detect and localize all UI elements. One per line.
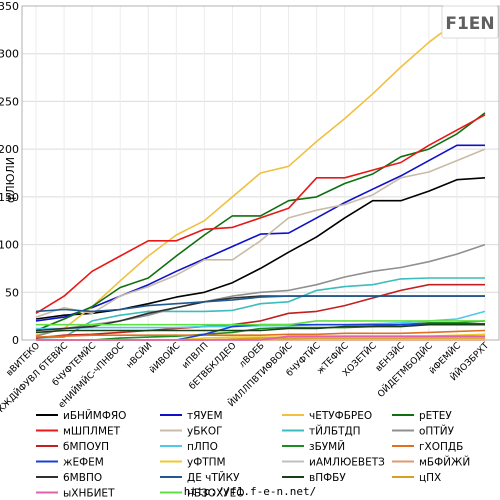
- legend-item: оПТЙУ: [392, 425, 455, 438]
- legend-label: мБФЙЖЙ: [419, 456, 470, 469]
- legend-item: тЯУЕМ: [160, 410, 223, 422]
- series-line: [35, 295, 485, 313]
- legend-label: рЕТЕУ: [419, 410, 452, 422]
- legend-label: оПТЙУ: [419, 425, 455, 438]
- legend-item: иАМЛЮЕВЕТЗ: [282, 457, 385, 469]
- series-line: [35, 323, 485, 334]
- legend: иБНЙМФЯО тЯУЕМ чЕТУФБРЕО рЕТЕУ мШПЛМЕТ уБКОГ т…: [36, 409, 470, 500]
- legend-label: жЕФЕМ: [63, 457, 104, 469]
- legend-label: мШПЛМЕТ: [63, 426, 121, 438]
- series-line: [36, 320, 485, 326]
- y-tick-label: 0: [12, 334, 19, 347]
- legend-label: цПХ: [419, 472, 441, 484]
- y-tick-label: 350: [0, 0, 19, 13]
- y-tick-label: 300: [0, 48, 19, 61]
- series-line: [35, 329, 486, 338]
- y-axis-ticks: 0 50 100 150 200 250 300 350: [0, 0, 19, 347]
- legend-label: ДЕ чТЙКУ: [187, 471, 240, 484]
- legend-label: иАМЛЮЕВЕТЗ: [309, 457, 385, 469]
- series-line: [36, 310, 486, 330]
- legend-label: тЯУЕМ: [187, 410, 223, 422]
- legend-item: вПФБУ: [282, 472, 346, 484]
- legend-item: цПХ: [392, 472, 441, 484]
- series-line: [35, 277, 485, 339]
- series-line: [36, 335, 485, 341]
- series-line: [35, 14, 486, 336]
- legend-item: уФТПМ: [160, 457, 226, 469]
- legend-item: мШПЛМЕТ: [36, 426, 121, 438]
- series-line: [35, 148, 486, 318]
- y-axis-title: фЛЮЛИ: [4, 157, 17, 203]
- legend-label: 6МВПО: [63, 472, 102, 484]
- legend-label: чЕТУФБРЕО: [309, 410, 372, 422]
- y-tick-label: 200: [0, 143, 19, 156]
- legend-item: 6МВПО: [36, 472, 102, 484]
- y-tick-label: 50: [5, 286, 19, 299]
- legend-label: нБЗОХУЕО: [187, 488, 245, 500]
- y-tick-label: 150: [0, 191, 19, 204]
- legend-item: зБУМЙ: [282, 440, 345, 453]
- legend-item: тЙЛБТДП: [282, 425, 361, 438]
- legend-item: рЕТЕУ: [392, 410, 452, 422]
- legend-label: уФТПМ: [187, 457, 226, 469]
- legend-label: зБУМЙ: [309, 440, 345, 453]
- legend-label: пЛПО: [187, 441, 218, 453]
- series-line: [35, 283, 485, 339]
- series-line: [35, 112, 486, 332]
- legend-item: уБКОГ: [160, 426, 223, 438]
- legend-item: жЕФЕМ: [36, 457, 104, 469]
- legend-item: пЛПО: [160, 441, 218, 453]
- legend-item: мБФЙЖЙ: [392, 456, 470, 469]
- y-tick-label: 100: [0, 239, 19, 252]
- legend-item: чЕТУФБРЕО: [282, 410, 372, 422]
- legend-label: гХОПДБ: [419, 441, 463, 453]
- footer-url[interactable]: http://f1.f-e-n.net/: [184, 485, 316, 498]
- x-tick-label: йИВОЙС: [146, 340, 182, 376]
- series-line: [35, 114, 486, 314]
- legend-label: вПФБУ: [309, 472, 346, 484]
- legend-item: ДЕ чТЙКУ: [160, 471, 240, 484]
- y-tick-label: 250: [0, 95, 19, 108]
- series-lines: [35, 14, 486, 341]
- logo: F1EN: [441, 5, 499, 39]
- legend-item: бМПОУП: [36, 441, 109, 453]
- legend-item: гХОПДБ: [392, 441, 463, 453]
- legend-label: уБКОГ: [187, 426, 223, 438]
- legend-item: нБЗОХУЕО: [160, 488, 245, 500]
- legend-label: бМПОУП: [63, 441, 109, 453]
- legend-item: ыХНБИЕТ: [36, 488, 115, 500]
- series-line: [35, 144, 485, 322]
- legend-label: ыХНБИЕТ: [63, 488, 115, 500]
- logo-text: F1EN: [445, 14, 494, 34]
- legend-item: иБНЙМФЯО: [36, 409, 126, 422]
- legend-label: тЙЛБТДП: [309, 425, 361, 438]
- legend-label: иБНЙМФЯО: [63, 409, 126, 422]
